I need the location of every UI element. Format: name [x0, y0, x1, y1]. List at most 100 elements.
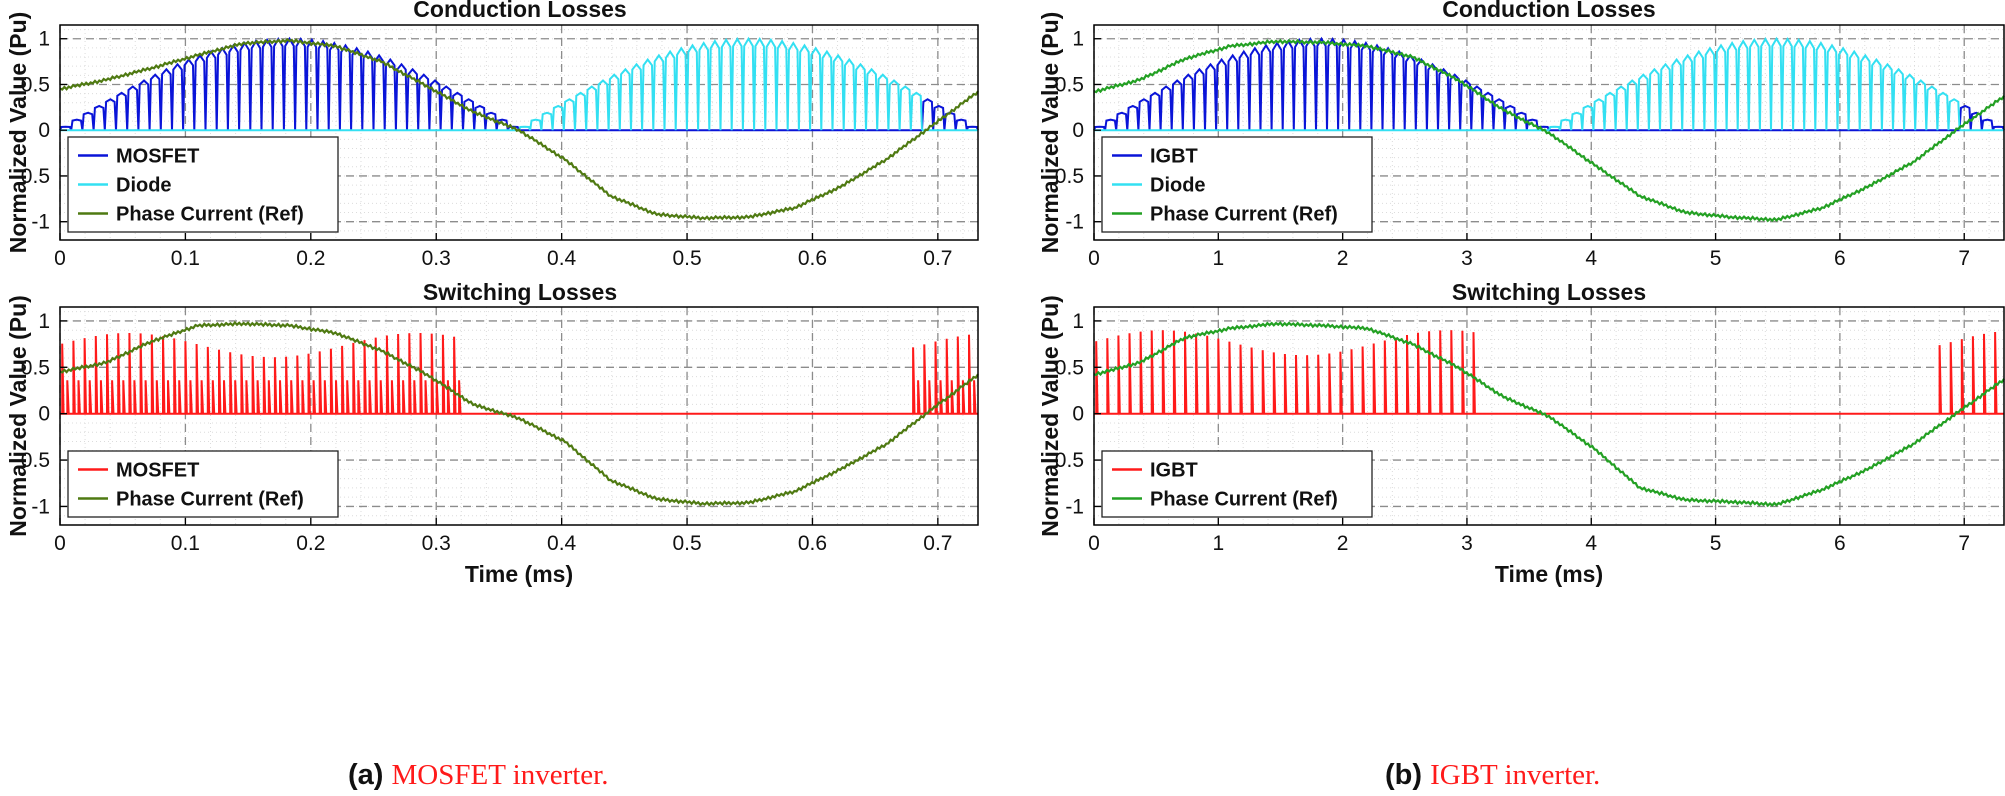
- x-tick-label: 0.1: [171, 532, 200, 555]
- y-tick-label: -1: [31, 495, 50, 518]
- x-tick-label: 0.2: [296, 247, 325, 270]
- y-tick-label: 1: [38, 28, 50, 51]
- legend: MOSFET Diode Phase Current (Ref): [67, 136, 339, 233]
- x-tick-label: 7: [1958, 247, 1970, 270]
- x-tick-label: 0.3: [422, 247, 451, 270]
- y-tick-label: 0: [38, 403, 50, 426]
- y-tick-label: 1: [38, 310, 50, 333]
- x-tick-label: 0: [1088, 247, 1100, 270]
- y-axis-label: Normalized Value (Pu): [5, 12, 31, 254]
- legend-label: Diode: [116, 175, 172, 197]
- caption-a-tag: (a): [348, 759, 384, 791]
- subplot-1: 0 0.1 0.2 0.3 0.4 0.5 0.6 0.7 -1 -0.5 0 0.5 1 Conduct…: [5, 0, 979, 270]
- caption-b-tag: (b): [1385, 759, 1423, 791]
- x-tick-label: 1: [1212, 532, 1224, 555]
- y-tick-label: -0.5: [14, 449, 50, 472]
- legend-label: Phase Current (Ref): [116, 489, 304, 511]
- x-tick-label: 3: [1461, 532, 1473, 555]
- x-tick-label: 0.5: [672, 532, 701, 555]
- y-tick-label: 0.5: [21, 356, 50, 379]
- y-axis-label: Normalized Value (Pu): [1037, 12, 1063, 254]
- y-tick-label: -1: [1065, 495, 1084, 518]
- series-1-line: [60, 332, 978, 415]
- subplot-2: 0 1 2 3 4 5 6 7 -1 -0.5 0 0.5 1 Conduction Losses Norm…: [1037, 0, 2005, 270]
- y-tick-label: 0.5: [1055, 356, 1084, 379]
- x-tick-label: 2: [1337, 532, 1349, 555]
- axes-frame: [1093, 306, 2005, 526]
- x-tick-label: 0.7: [923, 247, 952, 270]
- legend: IGBT Diode Phase Current (Ref): [1101, 136, 1373, 233]
- x-tick-label: 3: [1461, 247, 1473, 270]
- caption-a-text: MOSFET inverter.: [391, 759, 609, 791]
- x-tick-label: 0.5: [672, 247, 701, 270]
- y-tick-label: -0.5: [1048, 449, 1084, 472]
- x-tick-label: 0.4: [547, 532, 577, 555]
- x-tick-label: 0.7: [923, 532, 952, 555]
- y-tick-label: -0.5: [14, 165, 50, 188]
- legend-label: Phase Current (Ref): [1150, 204, 1338, 226]
- x-tick-label: 6: [1834, 532, 1846, 555]
- x-tick-label: 4: [1585, 247, 1597, 270]
- series-1-line: [1093, 36, 2005, 132]
- x-axis-label: Time (ms): [465, 561, 573, 587]
- chart-title: Conduction Losses: [413, 0, 626, 22]
- subplot-4: 0 1 2 3 4 5 6 7 -1 -0.5 0 0.5 1 Switching Losses Norma…: [1037, 279, 2005, 587]
- series-2-line: [59, 320, 979, 507]
- y-tick-label: -0.5: [1048, 165, 1084, 188]
- y-axis-label: Normalized Value (Pu): [5, 295, 31, 537]
- chart-title: Switching Losses: [1452, 279, 1646, 305]
- y-tick-label: 0: [1072, 403, 1084, 426]
- x-tick-label: 0.2: [296, 532, 325, 555]
- subplot-3: 0 0.1 0.2 0.3 0.4 0.5 0.6 0.7 -1 -0.5 0 0.5 1 Switchi…: [5, 279, 979, 587]
- axes-frame: [59, 24, 979, 241]
- x-tick-label: 0.6: [798, 247, 827, 270]
- caption-b: (b) IGBT inverter.: [1385, 759, 1600, 793]
- x-tick-label: 5: [1710, 247, 1722, 270]
- y-tick-label: 0.5: [1055, 73, 1084, 96]
- x-tick-label: 5: [1710, 532, 1722, 555]
- series-3-line: [59, 37, 979, 222]
- legend-label: Phase Current (Ref): [1150, 489, 1338, 511]
- series-1-line: [1094, 330, 2004, 415]
- x-tick-label: 1: [1212, 247, 1224, 270]
- caption-b-text: IGBT inverter.: [1430, 759, 1601, 791]
- legend-label: MOSFET: [116, 460, 199, 482]
- series-2-line: [1093, 321, 2005, 508]
- x-tick-label: 0: [54, 532, 66, 555]
- caption-a: (a) MOSFET inverter.: [348, 759, 608, 793]
- y-tick-label: 0: [38, 119, 50, 142]
- y-tick-label: 0: [1072, 119, 1084, 142]
- axes-frame: [59, 306, 979, 526]
- y-tick-label: -1: [1065, 211, 1084, 234]
- x-tick-label: 4: [1585, 532, 1597, 555]
- legend-label: Phase Current (Ref): [116, 204, 304, 226]
- legend-label: Diode: [1150, 175, 1206, 197]
- x-tick-label: 2: [1337, 247, 1349, 270]
- y-tick-label: 0.5: [21, 73, 50, 96]
- legend-label: IGBT: [1150, 146, 1198, 168]
- series-1-line: [59, 36, 979, 132]
- legend-label: MOSFET: [116, 146, 199, 168]
- chart-title: Conduction Losses: [1442, 0, 1655, 22]
- x-tick-label: 0: [54, 247, 66, 270]
- x-tick-label: 0.1: [171, 247, 200, 270]
- x-tick-label: 0.4: [547, 247, 577, 270]
- y-axis-label: Normalized Value (Pu): [1037, 295, 1063, 537]
- x-tick-label: 6: [1834, 247, 1846, 270]
- y-tick-label: -1: [31, 211, 50, 234]
- x-tick-label: 0.3: [422, 532, 451, 555]
- x-tick-label: 0.6: [798, 532, 827, 555]
- x-axis-label: Time (ms): [1495, 561, 1603, 587]
- y-tick-label: 1: [1072, 310, 1084, 333]
- legend: IGBT Phase Current (Ref): [1101, 450, 1373, 518]
- y-tick-label: 1: [1072, 28, 1084, 51]
- axes-frame: [1093, 24, 2005, 241]
- chart-title: Switching Losses: [423, 279, 617, 305]
- series-3-line: [1093, 38, 2005, 223]
- x-tick-label: 7: [1958, 532, 1970, 555]
- major-grid: [1093, 25, 2004, 240]
- x-tick-label: 0: [1088, 532, 1100, 555]
- legend-label: IGBT: [1150, 460, 1198, 482]
- legend: MOSFET Phase Current (Ref): [67, 450, 339, 518]
